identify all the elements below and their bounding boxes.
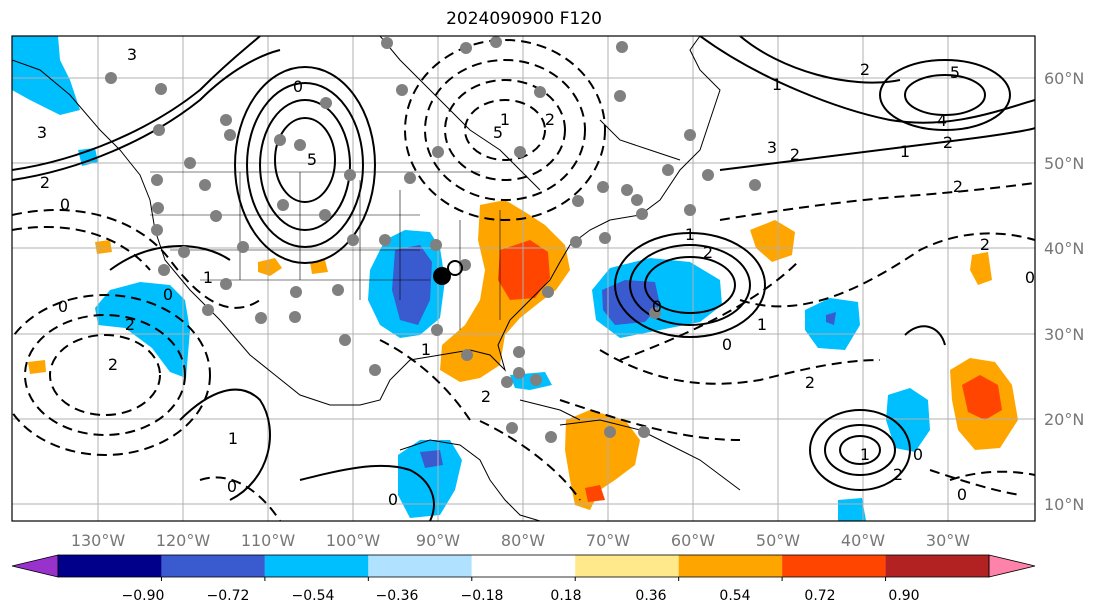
contour-label: 0	[163, 285, 173, 304]
colorbar-segment	[885, 555, 989, 577]
contour-label: 2	[108, 355, 118, 374]
contour-label: 2	[40, 173, 50, 192]
lon-label: 40°W	[841, 531, 885, 550]
lon-label: 100°W	[326, 531, 381, 550]
contour-label: 2	[790, 145, 800, 164]
contour-label: 2	[125, 315, 135, 334]
contour-label: 0	[652, 297, 662, 316]
colorbar-segment	[782, 555, 886, 577]
contour-label: 2	[943, 133, 953, 152]
contour-label: 4	[937, 111, 947, 130]
colorbar-tick-label: −0.72	[207, 588, 250, 604]
contour-label: 0	[293, 77, 303, 96]
lat-label: 20°N	[1044, 410, 1084, 429]
contour-label: 1	[421, 340, 431, 359]
contour-label: 5	[493, 123, 503, 142]
contour-label: 3	[127, 45, 137, 64]
contour-label: 1	[228, 429, 238, 448]
colorbar-segment	[264, 555, 369, 577]
lon-label: 70°W	[586, 531, 630, 550]
contour-label: 2	[980, 235, 990, 254]
contour-label: 2	[703, 243, 713, 262]
colorbar-extend-low	[11, 554, 59, 578]
lon-label: 110°W	[241, 531, 296, 550]
colorbar-segment	[58, 555, 162, 577]
colorbar-tick-label: 0.90	[888, 588, 919, 604]
colorbar-tick-label: −0.54	[292, 588, 335, 604]
lon-label: 80°W	[501, 531, 545, 550]
contour-label: 5	[950, 63, 960, 82]
contour-label: 0	[60, 195, 70, 214]
contour-label: 1	[860, 445, 870, 464]
contour-label: 0	[227, 477, 237, 496]
station-markers	[105, 36, 761, 443]
lon-label: 90°W	[416, 531, 460, 550]
contour-label: 0	[957, 485, 967, 504]
contour-label: 2	[893, 465, 903, 484]
lat-label: 10°N	[1044, 495, 1084, 514]
map-plot-area: 3 0 5 2 3 0 2 0 1 0 2 1 0 1 2 5 1 2 1 2 …	[12, 36, 1035, 521]
colorbar-extend-high	[988, 554, 1036, 578]
map-title: 2024090900 F120	[446, 9, 602, 29]
anomaly-shading	[12, 36, 1018, 521]
contour-label: 1	[900, 142, 910, 161]
colorbar-tick-label: −0.18	[461, 588, 504, 604]
contour-label: 0	[722, 335, 732, 354]
contour-label: 2	[545, 110, 555, 129]
colorbar-segment	[161, 555, 265, 577]
contour-label: 2	[860, 60, 870, 79]
colorbar-tick-labels: −0.90 −0.72 −0.54 −0.36 −0.18 0.18 0.36 …	[122, 588, 920, 604]
highlight-point	[433, 267, 451, 285]
lat-label: 40°N	[1044, 239, 1084, 258]
contour-label: 1	[757, 315, 767, 334]
lon-label: 30°W	[926, 531, 970, 550]
contour-label: 1	[203, 268, 213, 287]
lat-label: 60°N	[1044, 69, 1084, 88]
contour-label: 1	[500, 110, 510, 129]
lon-label: 120°W	[156, 531, 211, 550]
lon-label: 50°W	[756, 531, 800, 550]
colorbar	[11, 554, 1036, 581]
contour-label: 0	[1025, 268, 1035, 287]
map-frame	[11, 35, 1036, 522]
contour-label: 2	[805, 373, 815, 392]
colorbar-tick-label: −0.90	[122, 588, 165, 604]
longitude-labels: 130°W 120°W 110°W 100°W 90°W 80°W 70°W 6…	[71, 531, 970, 550]
latitude-labels: 60°N 50°N 40°N 30°N 20°N 10°N	[1044, 69, 1084, 514]
lat-label: 30°N	[1044, 325, 1084, 344]
colorbar-tick-label: −0.36	[376, 588, 419, 604]
contour-label: 3	[767, 138, 777, 157]
colorbar-tick-label: 0.54	[719, 588, 750, 604]
lon-label: 60°W	[671, 531, 715, 550]
lon-label: 130°W	[71, 531, 126, 550]
contour-label: 2	[953, 177, 963, 196]
contour-label: 1	[685, 225, 695, 244]
colorbar-segment	[678, 555, 783, 577]
colorbar-segment	[575, 555, 679, 577]
contour-labels: 3 0 5 2 3 0 2 0 1 0 2 1 0 1 2 5 1 2 1 2 …	[37, 45, 1035, 509]
contour-label: 0	[388, 490, 398, 509]
colorbar-tick-label: 0.18	[550, 588, 581, 604]
colorbar-tick-label: 0.72	[804, 588, 835, 604]
contour-label: 3	[37, 123, 47, 142]
solid-contours	[12, 36, 1035, 521]
contour-label: 0	[913, 445, 923, 464]
contour-label: 2	[481, 387, 491, 406]
colorbar-frame	[57, 554, 990, 578]
contour-label: 5	[307, 150, 317, 169]
contour-label: 0	[58, 297, 68, 316]
colorbar-tick-label: 0.36	[635, 588, 666, 604]
dashed-contours	[12, 39, 1035, 521]
contour-label: 1	[772, 75, 782, 94]
colorbar-segment	[471, 555, 576, 577]
lat-label: 50°N	[1044, 154, 1084, 173]
political-borders	[150, 171, 501, 330]
graticule	[12, 36, 1035, 521]
colorbar-segment	[368, 555, 472, 577]
highlight-ring	[447, 260, 463, 276]
